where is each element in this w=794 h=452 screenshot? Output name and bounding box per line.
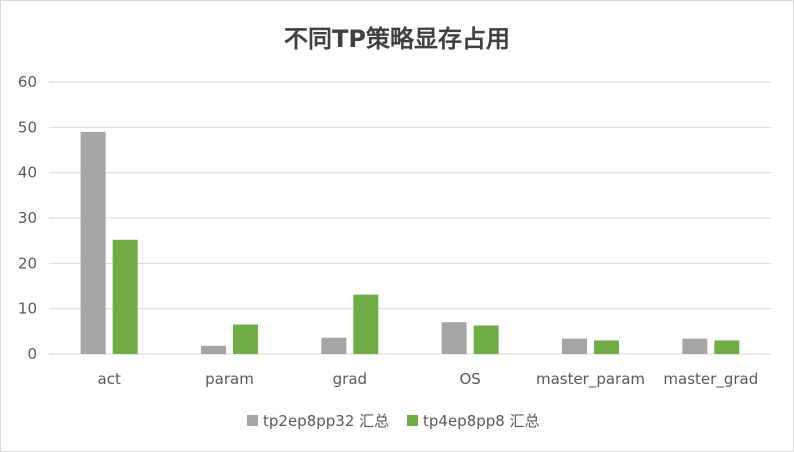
y-tick-label: 60 xyxy=(18,73,37,91)
bar-master_param-series-2 xyxy=(594,340,619,354)
bar-OS-series-1 xyxy=(441,322,467,354)
bar-OS-series-2 xyxy=(473,325,499,354)
y-tick-label: 30 xyxy=(18,209,37,227)
bar-master_grad-series-2 xyxy=(714,340,740,354)
y-tick-label: 50 xyxy=(18,118,37,136)
y-tick-label: 20 xyxy=(18,254,37,272)
legend: tp2ep8pp32 汇总 tp4ep8pp8 汇总 xyxy=(247,412,540,430)
gridlines xyxy=(49,81,771,355)
legend-label-series-2: tp4ep8pp8 汇总 xyxy=(423,412,540,430)
bar-grad-series-2 xyxy=(353,294,379,354)
bar-param-series-1 xyxy=(201,345,226,354)
x-tick-label: master_param xyxy=(536,370,645,389)
x-axis: act param grad OS master_param master_grad xyxy=(98,370,759,389)
x-tick-label: grad xyxy=(333,370,367,388)
bar-grad-series-1 xyxy=(321,337,347,354)
y-tick-label: 40 xyxy=(18,164,37,182)
bar-act-series-2 xyxy=(112,239,138,354)
legend-label-series-1: tp2ep8pp32 汇总 xyxy=(263,412,389,430)
legend-swatch-series-1 xyxy=(247,415,258,426)
bar-param-series-2 xyxy=(233,324,258,354)
bar-act-series-1 xyxy=(80,131,106,354)
x-tick-label: param xyxy=(205,370,254,388)
bar-master_grad-series-1 xyxy=(682,338,708,354)
y-axis: 0 10 20 30 40 50 60 xyxy=(18,73,37,363)
chart-title: 不同TP策略显存占用 xyxy=(284,25,510,53)
y-tick-label: 0 xyxy=(27,345,37,363)
x-tick-label: master_grad xyxy=(663,370,758,389)
bars xyxy=(80,131,740,354)
x-tick-label: act xyxy=(98,370,121,388)
x-tick-label: OS xyxy=(460,370,481,388)
legend-swatch-series-2 xyxy=(407,415,418,426)
bar-master_param-series-1 xyxy=(562,338,587,354)
y-tick-label: 10 xyxy=(18,300,37,318)
